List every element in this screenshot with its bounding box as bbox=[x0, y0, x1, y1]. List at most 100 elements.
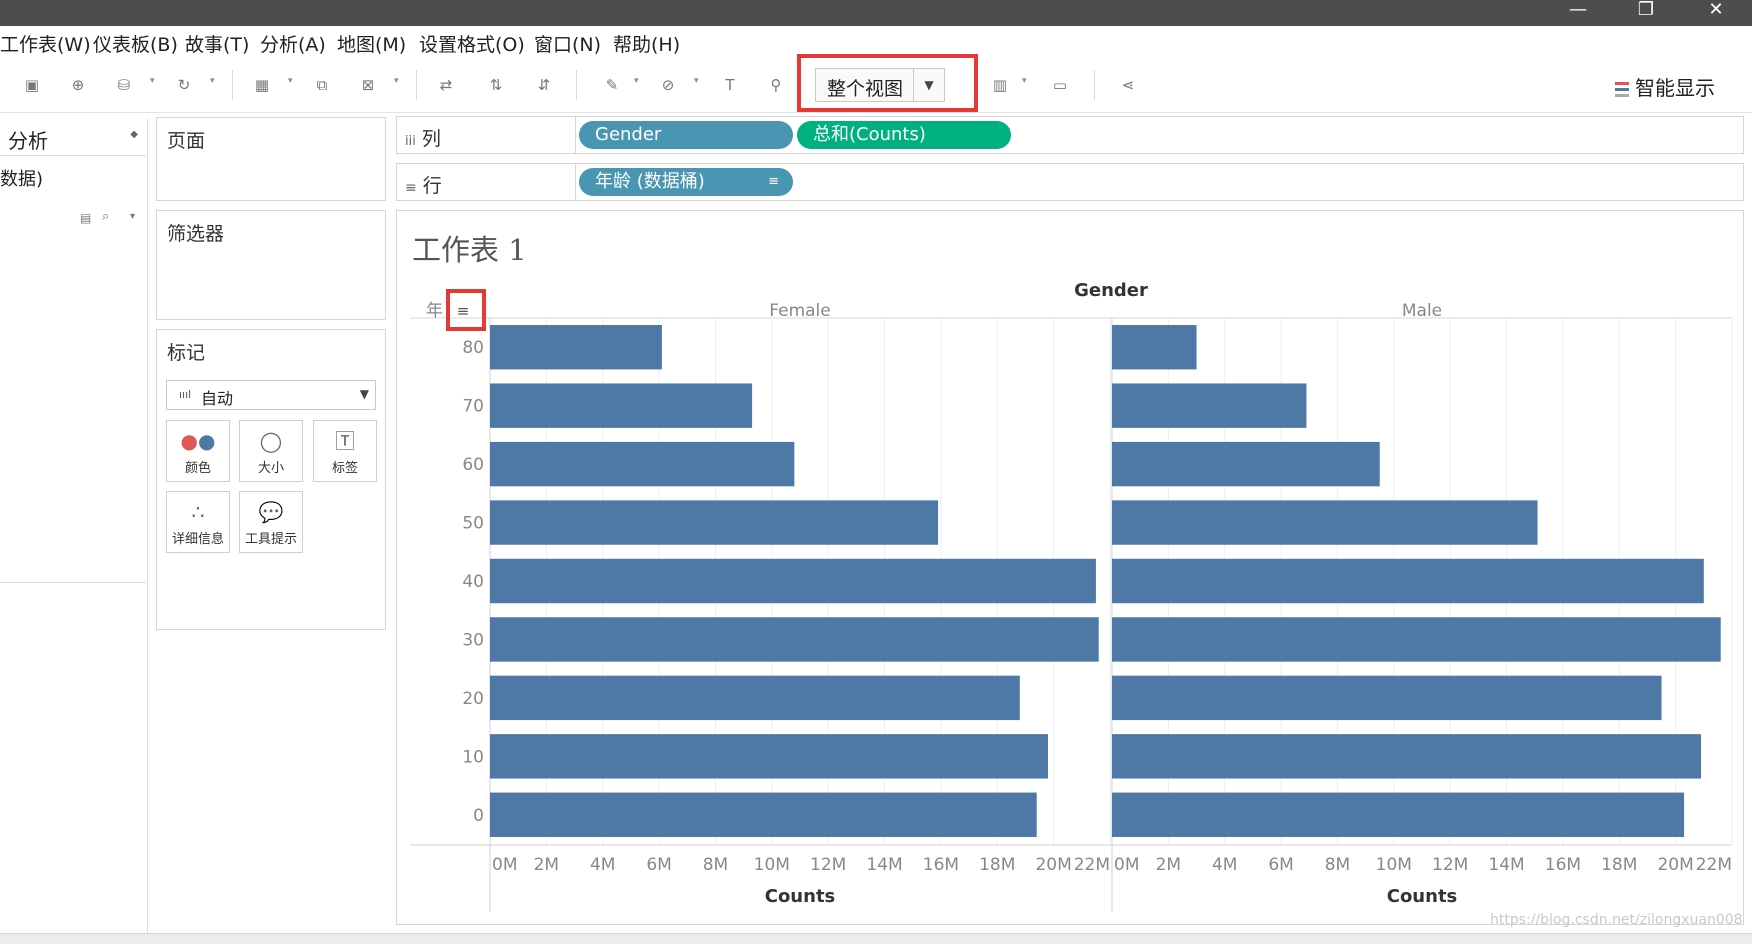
close-icon[interactable]: ✕ bbox=[1708, 0, 1724, 20]
row-label: 80 bbox=[462, 338, 484, 358]
color-card-label: 颜色 bbox=[184, 461, 211, 476]
text-label-icon: 🅃 bbox=[335, 429, 355, 453]
x-tick-label: 22M bbox=[1696, 855, 1732, 875]
x-tick-label: 6M bbox=[646, 855, 671, 875]
row-label: 10 bbox=[462, 747, 484, 767]
tooltip-card[interactable]: 💬 工具提示 bbox=[239, 491, 303, 553]
clear-sheet-icon[interactable]: ⊠ bbox=[361, 76, 375, 94]
bar-chart-icon: ıııl bbox=[179, 388, 192, 401]
label-card-label: 标签 bbox=[331, 461, 358, 476]
minimize-icon[interactable]: — bbox=[1569, 0, 1587, 20]
x-axis-title: Counts bbox=[1387, 886, 1458, 907]
rows-shelf[interactable]: ≡ 行 年龄 (数据桶) ≡ bbox=[396, 163, 1744, 201]
search-icon[interactable]: ⌕ bbox=[102, 209, 110, 224]
show-me-button[interactable]: 智能显示 bbox=[1615, 72, 1715, 101]
bar-female-70 bbox=[490, 383, 753, 428]
new-worksheet-icon[interactable]: ▦ bbox=[254, 76, 270, 94]
x-tick-label: 16M bbox=[923, 855, 959, 875]
menu-analysis[interactable]: 分析(A) bbox=[260, 34, 326, 56]
x-tick-label: 12M bbox=[1432, 855, 1468, 875]
highlight-box-sort-icon bbox=[446, 289, 486, 331]
detail-icon: ∴ bbox=[191, 500, 205, 524]
show-cards-icon[interactable]: ▥ bbox=[992, 76, 1008, 94]
size-icon: ◯ bbox=[259, 429, 283, 453]
x-tick-label: 20M bbox=[1657, 855, 1693, 875]
bar-male-10 bbox=[1112, 734, 1701, 779]
menu-window[interactable]: 窗口(N) bbox=[534, 34, 602, 56]
sort-icon[interactable]: ≡ bbox=[768, 174, 779, 189]
view-size-select[interactable]: 整个视图 ▼ bbox=[815, 68, 945, 102]
size-card[interactable]: ◯ 大小 bbox=[239, 420, 303, 482]
watermark: https://blog.csdn.net/zilongxuan008 bbox=[1490, 912, 1743, 928]
window-title-bar: — ❐ ✕ bbox=[0, 0, 1752, 26]
mark-type-select[interactable]: ıııl 自动 ▼ bbox=[166, 380, 376, 410]
x-axis-title: Counts bbox=[765, 886, 836, 907]
tooltip-card-label: 工具提示 bbox=[244, 532, 297, 547]
menu-story[interactable]: 故事(T) bbox=[185, 34, 250, 56]
tooltip-icon: 💬 bbox=[258, 500, 284, 524]
sort-descending-icon[interactable]: ⇵ bbox=[537, 76, 551, 94]
bar-male-20 bbox=[1112, 675, 1662, 721]
chevron-down-icon[interactable]: ▼ bbox=[913, 69, 944, 101]
detail-card-label: 详细信息 bbox=[171, 532, 224, 547]
sum-counts-pill[interactable]: 总和(Counts) bbox=[797, 121, 1011, 149]
new-datasource-icon[interactable]: ⊕ bbox=[71, 76, 85, 94]
row-label: 20 bbox=[462, 689, 484, 709]
view-size-label: 整个视图 bbox=[827, 78, 904, 100]
presentation-icon[interactable]: ▭ bbox=[1052, 76, 1068, 94]
menu-format[interactable]: 设置格式(O) bbox=[419, 34, 525, 56]
show-me-label: 智能显示 bbox=[1635, 76, 1715, 100]
x-tick-label: 6M bbox=[1268, 855, 1293, 875]
menu-dashboard[interactable]: 仪表板(B) bbox=[93, 34, 178, 56]
bar-male-30 bbox=[1112, 617, 1721, 662]
sort-icon: ≡ bbox=[457, 302, 470, 320]
show-labels-icon[interactable]: T bbox=[725, 76, 735, 94]
sort-ascending-icon[interactable]: ⇅ bbox=[489, 76, 503, 94]
age-bin-pill[interactable]: 年龄 (数据桶) ≡ bbox=[579, 168, 793, 196]
pin-icon[interactable]: ⚲ bbox=[770, 76, 782, 94]
sheet-title: 工作表 1 bbox=[412, 233, 527, 267]
show-me-icon bbox=[1615, 81, 1629, 98]
share-icon[interactable]: ⋖ bbox=[1121, 76, 1135, 94]
x-tick-label: 14M bbox=[866, 855, 902, 875]
x-tick-label: 22M bbox=[1074, 855, 1110, 875]
label-card[interactable]: 🅃 标签 bbox=[313, 420, 377, 482]
x-tick-label: 8M bbox=[703, 855, 728, 875]
analysis-tab-header[interactable]: 分析 ◆ bbox=[0, 119, 146, 156]
bar-male-40 bbox=[1112, 558, 1704, 604]
datasource-icon[interactable]: ⛁ bbox=[117, 76, 131, 94]
filters-panel: 筛选器 bbox=[156, 210, 386, 320]
list-view-icon[interactable]: ▤ bbox=[80, 211, 92, 225]
menu-map[interactable]: 地图(M) bbox=[337, 34, 407, 56]
columns-shelf[interactable]: iii 列 Gender 总和(Counts) bbox=[396, 116, 1744, 154]
duplicate-sheet-icon[interactable]: ⧉ bbox=[316, 76, 328, 94]
color-card[interactable]: ●● 颜色 bbox=[166, 420, 230, 482]
pane-menu-icon[interactable]: ▾ bbox=[130, 211, 136, 222]
bar-female-50 bbox=[490, 500, 939, 545]
swap-icon[interactable]: ⇄ bbox=[439, 76, 453, 94]
chevron-down-icon[interactable]: ▼ bbox=[359, 387, 369, 401]
mark-type-label: 自动 bbox=[201, 389, 234, 408]
bar-male-50 bbox=[1112, 500, 1538, 545]
row-label: 40 bbox=[462, 572, 484, 592]
collapse-icon[interactable]: ◆ bbox=[130, 129, 138, 140]
refresh-icon[interactable]: ↻ bbox=[177, 76, 191, 94]
bar-female-60 bbox=[490, 441, 795, 487]
gender-pill[interactable]: Gender bbox=[579, 121, 793, 149]
x-tick-label: 2M bbox=[534, 855, 559, 875]
x-tick-label: 18M bbox=[979, 855, 1015, 875]
menu-help[interactable]: 帮助(H) bbox=[613, 34, 681, 56]
menu-worksheet[interactable]: 工作表(W) bbox=[0, 34, 91, 56]
x-tick-label: 20M bbox=[1035, 855, 1071, 875]
detail-card[interactable]: ∴ 详细信息 bbox=[166, 491, 230, 553]
row-label: 30 bbox=[462, 630, 484, 650]
group-icon[interactable]: ⊘ bbox=[661, 76, 675, 94]
highlight-icon[interactable]: ✎ bbox=[605, 76, 619, 94]
restore-icon[interactable]: ❐ bbox=[1637, 0, 1655, 20]
x-tick-label: 4M bbox=[590, 855, 615, 875]
x-tick-label: 14M bbox=[1488, 855, 1524, 875]
bar-female-0 bbox=[490, 792, 1037, 837]
save-icon[interactable]: ▣ bbox=[24, 76, 40, 94]
datasource-name[interactable]: 数据) bbox=[0, 169, 44, 190]
